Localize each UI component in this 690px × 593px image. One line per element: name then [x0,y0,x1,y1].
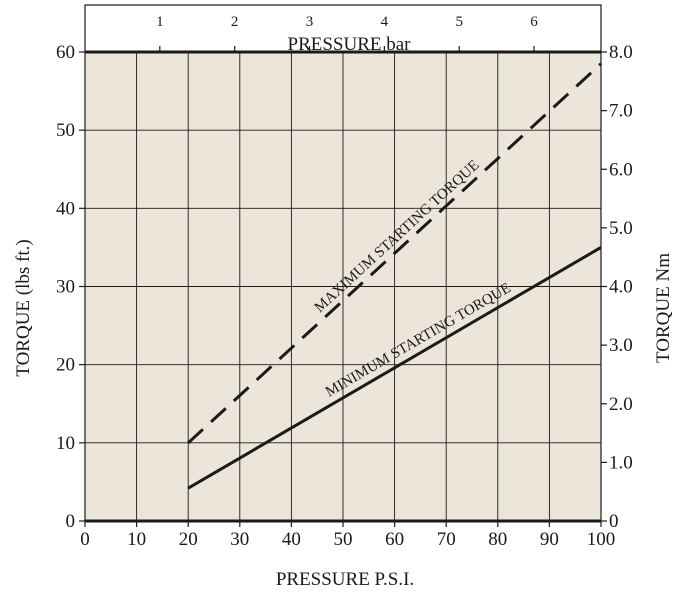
series-line-minimum-starting-torque [187,246,602,490]
y2-tick-label: 4.0 [609,277,633,298]
x2-tick-label: 4 [381,14,389,30]
x-tick-label: 10 [127,529,146,550]
x2-tick-label: 1 [156,14,164,30]
x-tick-label: 20 [179,529,198,550]
y-tick-label: 50 [56,120,75,141]
x2-tick-label: 5 [455,14,463,30]
grid-lines [85,52,601,521]
x-tick-label: 50 [334,529,353,550]
x-tick-label: 90 [540,529,559,550]
x-tick-label: 80 [488,529,507,550]
y2-tick-label: 2.0 [609,394,633,415]
y-tick-label: 40 [56,198,75,219]
y2-tick-label: 8.0 [609,42,633,63]
tick-labels: 0 10 20 30 40 50 60 70 80 90 100010203040506001.02… [56,14,633,550]
x-tick-label: 30 [230,529,249,550]
y2-tick-label: 7.0 [609,101,633,122]
y2-tick-label: 3.0 [609,335,633,356]
series-line-maximum-starting-torque [187,62,603,444]
y2-tick-label: 5.0 [609,218,633,239]
top-axis-title: PRESSURE bar [288,34,412,55]
y-axis-title: TORQUE (lbs ft.) [13,239,34,376]
y-tick-label: 30 [56,277,75,298]
x-tick-label: 0 [80,529,90,550]
y-tick-label: 60 [56,42,75,63]
top-bar-axis-band [84,4,602,53]
y2-tick-label: 6.0 [609,159,633,180]
x-tick-label: 40 [282,529,301,550]
x2-tick-label: 3 [306,14,314,30]
y2-tick-label: 1.0 [609,452,633,473]
y-tick-label: 0 [66,511,76,532]
x2-tick-label: 2 [231,14,239,30]
x-axis-title: PRESSURE P.S.I. [276,569,414,590]
right-axis-title: TORQUE Nm [653,253,674,363]
x-tick-label: 100 [587,529,616,550]
y-tick-label: 20 [56,355,75,376]
x2-tick-label: 6 [530,14,538,30]
x-tick-label: 60 [385,529,404,550]
x-tick-label: 70 [437,529,456,550]
series-lines [187,62,603,490]
y-tick-label: 10 [56,433,75,454]
y2-tick-label: 0 [609,511,619,532]
